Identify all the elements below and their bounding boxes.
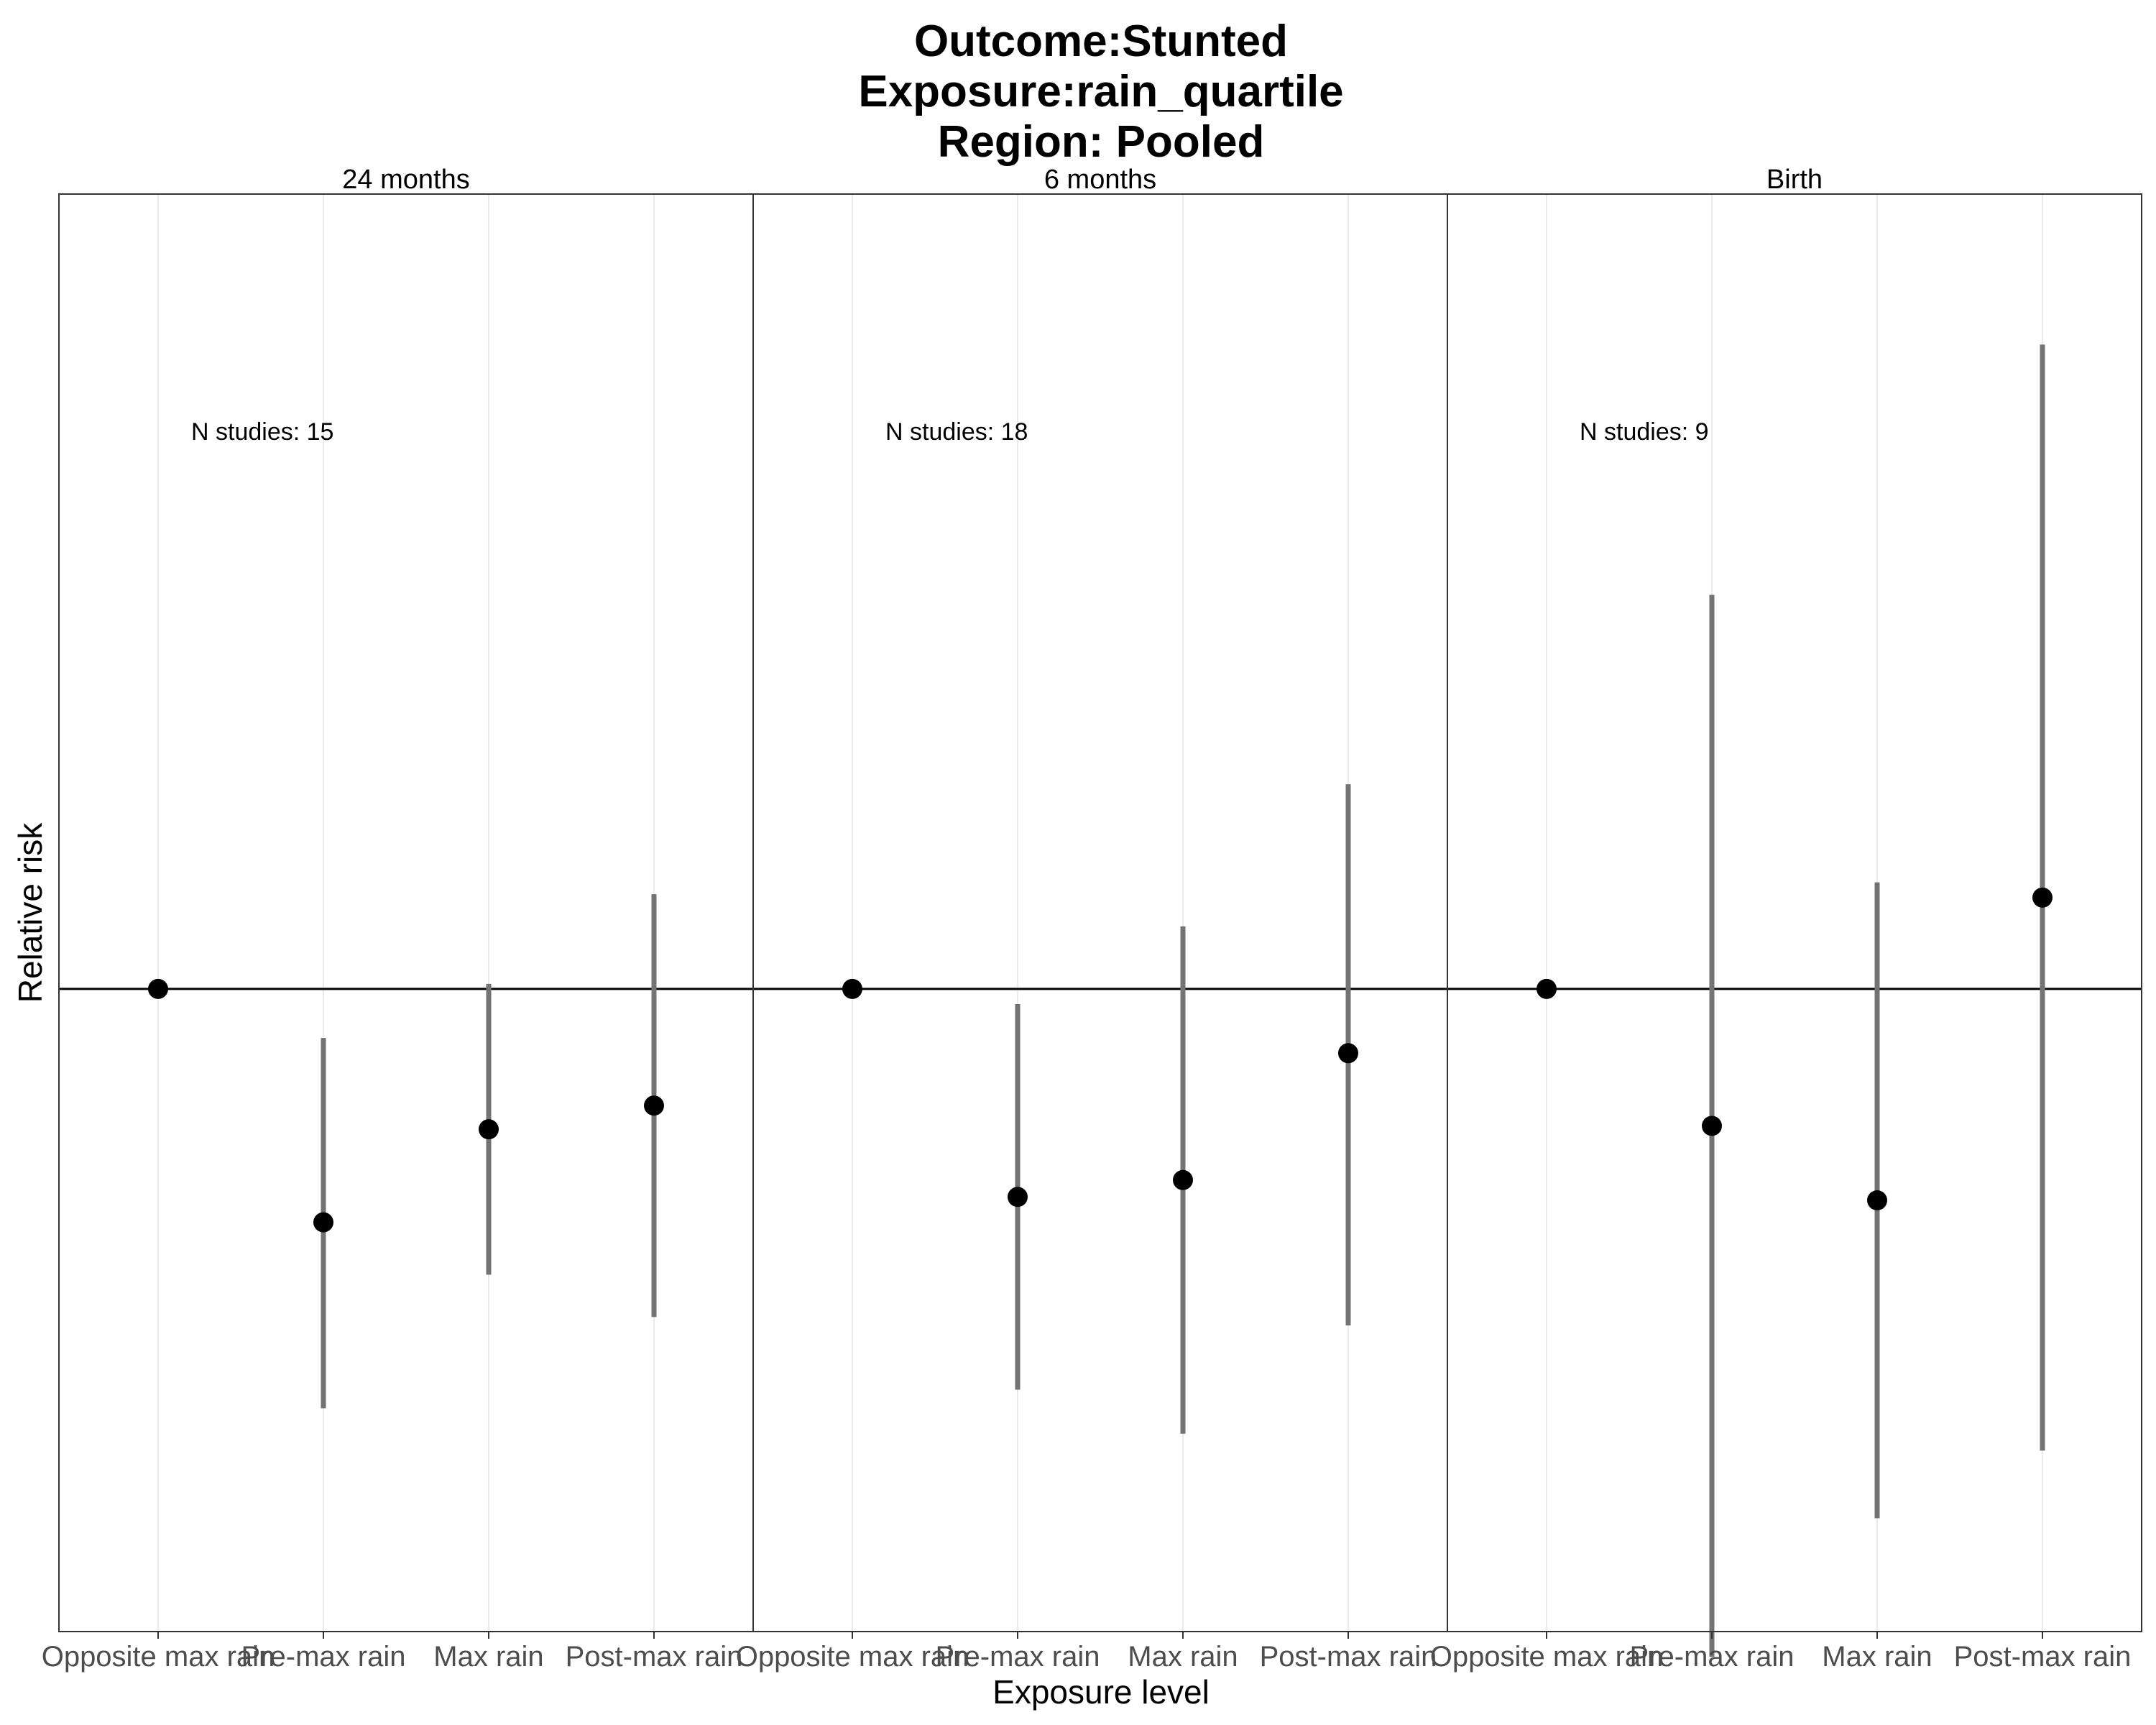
estimate-point: [313, 1212, 333, 1233]
estimate-point: [148, 978, 168, 999]
x-tick-label: Post-max rain: [1260, 1641, 1437, 1673]
panel-border: [1447, 193, 2142, 1632]
x-tick-label: Max rain: [433, 1641, 543, 1673]
facet-panel-1: N studies: 18 6 months Opposite max rainPr…: [736, 165, 1448, 1673]
facet-strip-label: Birth: [1766, 165, 1823, 195]
x-tick-label: Pre-max rain: [241, 1641, 406, 1673]
n-studies-label: N studies: 15: [191, 418, 333, 446]
x-tick-label: Post-max rain: [566, 1641, 743, 1673]
chart-title-line-2: Exposure:rain_quartile: [858, 67, 1343, 116]
estimate-point: [1867, 1190, 1887, 1210]
facet-strip-label: 6 months: [1044, 165, 1156, 195]
facet-panel-2: N studies: 9 Birth Opposite max rainPre-ma…: [1430, 165, 2142, 1673]
chart-title-line-1: Outcome:Stunted: [914, 17, 1288, 66]
n-studies-label: N studies: 18: [885, 418, 1028, 446]
x-tick-label: Pre-max rain: [936, 1641, 1100, 1673]
x-tick-label: Pre-max rain: [1630, 1641, 1795, 1673]
x-tick-label: Opposite max rain: [1430, 1641, 1664, 1673]
estimate-point: [842, 978, 862, 999]
facet-strip-label: 24 months: [342, 165, 469, 195]
estimate-point: [1702, 1116, 1722, 1136]
estimate-point: [1008, 1187, 1028, 1208]
estimate-point: [2032, 887, 2053, 908]
x-tick-label: Post-max rain: [1954, 1641, 2132, 1673]
x-tick-label: Opposite max rain: [736, 1641, 969, 1673]
estimate-point: [1537, 978, 1557, 999]
estimate-point: [1338, 1043, 1358, 1064]
estimate-point: [644, 1095, 664, 1116]
x-tick-label: Opposite max rain: [42, 1641, 275, 1673]
n-studies-label: N studies: 9: [1580, 418, 1709, 446]
x-tick-label: Max rain: [1128, 1641, 1238, 1673]
panel-background: [1447, 194, 2142, 1632]
panel-background: [59, 194, 753, 1632]
x-axis-title: Exposure level: [992, 1673, 1210, 1711]
estimate-point: [1173, 1169, 1193, 1190]
estimate-point: [479, 1119, 499, 1140]
panel-background: [753, 194, 1447, 1632]
chart-title-line-3: Region: Pooled: [938, 117, 1265, 167]
x-tick-label: Max rain: [1822, 1641, 1932, 1673]
y-axis-title: Relative risk: [11, 822, 49, 1003]
